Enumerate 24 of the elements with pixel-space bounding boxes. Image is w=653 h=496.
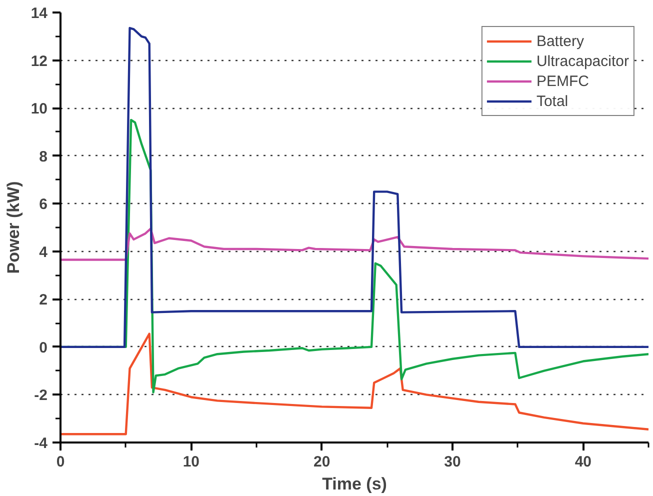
y-tick-label: 2: [39, 292, 48, 309]
y-tick-label: 0: [39, 339, 48, 356]
x-tick-label: 40: [574, 454, 592, 470]
legend-label: Total: [536, 92, 568, 110]
x-axis-title: Time (s): [322, 474, 387, 494]
y-tick-label: 6: [39, 196, 48, 214]
line-series: [60, 332, 648, 436]
x-tick-label: 20: [313, 454, 330, 470]
line-series: [60, 228, 648, 261]
y-tick-label: 10: [30, 100, 48, 118]
legend-label: Ultracapacitor: [536, 52, 629, 70]
y-tick-label: 8: [39, 148, 48, 166]
y-tick-label: -2: [34, 387, 48, 404]
y-axis-title: Power (kW): [4, 181, 23, 274]
legend-label: PEMFC: [536, 72, 589, 90]
y-tick-label: 14: [30, 5, 48, 22]
line-series: [60, 26, 648, 348]
y-tick-label: 12: [30, 52, 48, 70]
y-tick-label: -4: [34, 435, 48, 452]
x-tick-label: 0: [56, 454, 65, 470]
x-tick-label: 10: [182, 454, 200, 470]
y-tick-label: 4: [39, 244, 48, 261]
legend-label: Battery: [536, 32, 584, 50]
x-tick-label: 30: [444, 454, 461, 470]
